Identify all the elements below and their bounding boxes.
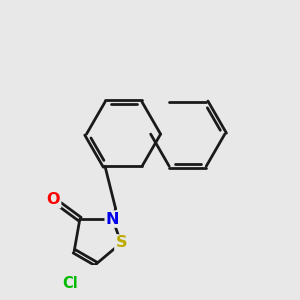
Text: S: S [116,236,127,250]
Text: O: O [46,192,60,207]
Text: N: N [106,212,119,226]
Text: Cl: Cl [62,276,78,291]
